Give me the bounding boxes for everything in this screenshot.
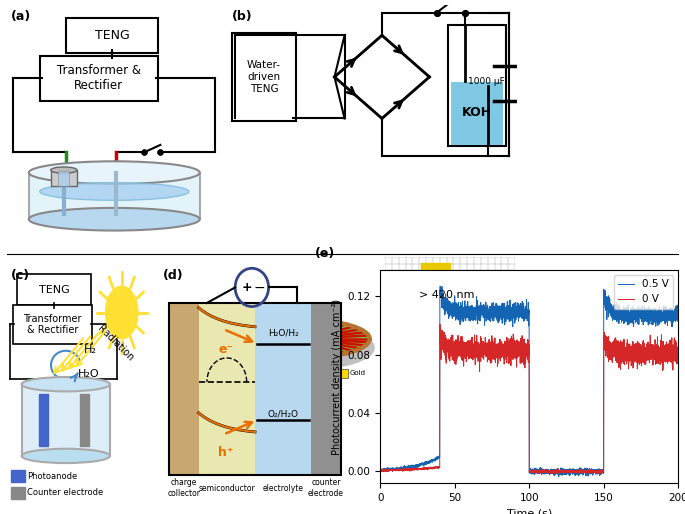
Bar [11,470,25,482]
Bar [308,369,316,378]
0.5 V [555,473,563,480]
FancyBboxPatch shape [232,33,296,121]
Line: 0 V: 0 V [380,324,678,474]
Text: (d): (d) [163,269,184,283]
Text: (c): (c) [11,269,30,283]
Bar [39,394,48,446]
0.5 V [650,317,658,323]
Ellipse shape [22,449,110,463]
FancyBboxPatch shape [13,305,92,343]
Ellipse shape [29,161,200,184]
Ellipse shape [238,319,371,359]
FancyBboxPatch shape [58,171,69,187]
Ellipse shape [40,182,189,200]
Text: Counter electrode: Counter electrode [27,488,103,498]
Text: O₂/H₂O: O₂/H₂O [268,410,299,419]
Text: Radiation: Radiation [95,324,135,363]
Text: counter
electrode: counter electrode [308,479,344,498]
FancyBboxPatch shape [40,56,158,101]
Text: (b): (b) [232,10,253,23]
Bar [11,487,25,499]
0 V [436,321,444,327]
Text: −: − [253,281,265,295]
Text: Gold: Gold [349,371,365,376]
Text: Copper: Copper [282,371,306,376]
Text: electrolyte: electrolyte [262,484,303,493]
0 V [518,346,526,353]
0 V [550,471,558,477]
0.5 V [376,467,384,473]
Text: Water-
driven
TENG: Water- driven TENG [247,60,281,94]
Circle shape [105,286,138,339]
0 V [665,357,673,363]
Text: semiconductor: semiconductor [199,484,255,493]
Y-axis label: Photocurrent density (mA cm⁻²): Photocurrent density (mA cm⁻²) [332,299,342,454]
0.5 V [436,283,445,289]
0.5 V [665,311,673,318]
0.5 V [674,311,682,317]
Text: H₂: H₂ [84,345,97,355]
Ellipse shape [299,337,311,341]
Bar [448,25,506,146]
Text: Kapton: Kapton [318,371,342,376]
Bar [255,303,312,475]
Text: FR4: FR4 [245,371,258,376]
Ellipse shape [22,377,110,391]
FancyBboxPatch shape [51,170,77,187]
Bar [169,303,340,475]
Text: Photoanode: Photoanode [27,472,77,481]
Text: (a): (a) [11,10,32,23]
Text: TENG: TENG [38,285,69,295]
Bar [340,369,348,378]
Ellipse shape [29,208,200,231]
Ellipse shape [302,338,308,340]
Ellipse shape [51,167,77,173]
Text: charge
collector: charge collector [167,479,201,498]
0 V [503,350,512,356]
Text: > 420 nm: > 420 nm [419,289,475,300]
FancyBboxPatch shape [29,173,200,219]
0 V [593,469,601,475]
0.5 V [503,304,512,310]
0 V [674,357,682,363]
Bar [199,303,255,475]
Text: Transformer
& Rectifier: Transformer & Rectifier [23,314,82,335]
Text: 1000 μF: 1000 μF [469,78,505,86]
Bar [169,303,199,475]
Text: H₂O/H₂: H₂O/H₂ [268,328,299,338]
Bar [272,369,280,378]
Text: (e): (e) [314,247,335,260]
0.5 V [501,310,510,316]
Text: h⁺: h⁺ [218,446,234,459]
Bar [421,263,450,377]
0.5 V [518,307,526,314]
0 V [650,349,658,355]
FancyBboxPatch shape [17,274,91,305]
Bar [236,369,244,378]
Text: TENG: TENG [95,29,129,42]
Text: +: + [241,281,252,294]
Bar [81,394,89,446]
X-axis label: Time (s): Time (s) [506,508,552,514]
0 V [376,468,384,474]
Bar [451,82,503,145]
Text: H₂O: H₂O [77,369,99,379]
0 V [501,345,510,351]
Line: 0.5 V: 0.5 V [380,286,678,476]
Text: Transformer &
Rectifier: Transformer & Rectifier [57,64,141,92]
Text: KOH: KOH [462,106,492,119]
Ellipse shape [236,326,374,370]
Legend: 0.5 V, 0 V: 0.5 V, 0 V [614,275,673,308]
FancyBboxPatch shape [22,384,110,456]
FancyBboxPatch shape [66,17,158,53]
Text: e⁻: e⁻ [219,343,234,356]
0.5 V [593,469,601,475]
Bar [395,269,408,370]
Bar [312,303,340,475]
